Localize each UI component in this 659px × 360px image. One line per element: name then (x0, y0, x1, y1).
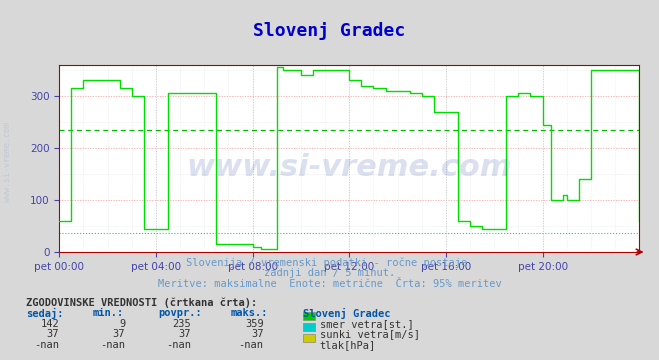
Text: 37: 37 (179, 329, 191, 339)
Text: 142: 142 (41, 319, 59, 329)
Text: Slovenija / vremenski podatki - ročne postaje.: Slovenija / vremenski podatki - ročne po… (186, 257, 473, 268)
Text: tlak[hPa]: tlak[hPa] (320, 340, 376, 350)
Text: Slovenj Gradec: Slovenj Gradec (253, 22, 406, 40)
Text: www.si-vreme.com: www.si-vreme.com (186, 153, 512, 182)
Text: -nan: -nan (100, 340, 125, 350)
Text: 9: 9 (119, 319, 125, 329)
Text: 359: 359 (245, 319, 264, 329)
Text: 235: 235 (173, 319, 191, 329)
Text: -nan: -nan (166, 340, 191, 350)
Text: 37: 37 (251, 329, 264, 339)
Text: min.:: min.: (92, 308, 123, 318)
Text: 37: 37 (47, 329, 59, 339)
Text: -nan: -nan (239, 340, 264, 350)
Text: maks.:: maks.: (231, 308, 268, 318)
Text: Slovenj Gradec: Slovenj Gradec (303, 308, 391, 319)
Text: Meritve: maksimalne  Enote: metrične  Črta: 95% meritev: Meritve: maksimalne Enote: metrične Črta… (158, 279, 501, 289)
Text: smer vetra[st.]: smer vetra[st.] (320, 319, 413, 329)
Text: povpr.:: povpr.: (158, 308, 202, 318)
Text: sedaj:: sedaj: (26, 308, 64, 319)
Text: ZGODOVINSKE VREDNOSTI (črtkana črta):: ZGODOVINSKE VREDNOSTI (črtkana črta): (26, 297, 258, 307)
Text: sunki vetra[m/s]: sunki vetra[m/s] (320, 329, 420, 339)
Text: -nan: -nan (34, 340, 59, 350)
Text: zadnji dan / 5 minut.: zadnji dan / 5 minut. (264, 268, 395, 278)
Text: www.si-vreme.com: www.si-vreme.com (3, 122, 13, 202)
Text: 37: 37 (113, 329, 125, 339)
